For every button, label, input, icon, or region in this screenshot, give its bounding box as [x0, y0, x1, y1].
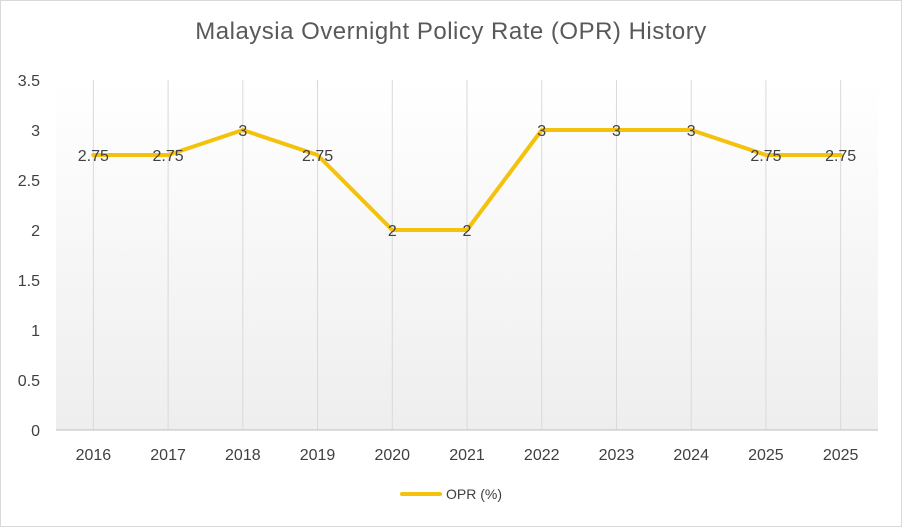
y-tick-label: 0: [31, 423, 40, 440]
x-tick-label: 2023: [599, 447, 635, 464]
x-tick-label: 2022: [524, 447, 560, 464]
x-axis-ticks: 2016 2017 2018 2019 2020 2021 2022 2023 2024 2025…: [76, 447, 859, 464]
y-tick-label: 1: [31, 323, 40, 340]
x-tick-label: 2017: [150, 447, 186, 464]
data-label: 2.75: [153, 148, 184, 165]
data-point: [167, 154, 169, 156]
data-label: 2.75: [825, 148, 856, 165]
y-tick-label: 3: [31, 123, 40, 140]
data-label: 2.75: [78, 148, 109, 165]
y-tick-label: 3.5: [18, 73, 40, 90]
data-label: 2.75: [302, 148, 333, 165]
y-tick-label: 2: [31, 223, 40, 240]
data-point: [690, 129, 692, 131]
data-point: [840, 154, 842, 156]
data-label: 3: [612, 123, 621, 140]
data-label: 3: [687, 123, 696, 140]
x-tick-label: 2025: [823, 447, 859, 464]
data-label: 2: [463, 223, 472, 240]
data-labels: 2.75 2.75 3 2.75 2 2 3 3 3 2.75 2.75: [78, 123, 857, 240]
x-tick-label: 2019: [300, 447, 336, 464]
data-label: 2: [388, 223, 397, 240]
data-point: [242, 129, 244, 131]
data-label: 3: [238, 123, 247, 140]
y-tick-label: 2.5: [18, 173, 40, 190]
chart-title: Malaysia Overnight Policy Rate (OPR) His…: [195, 18, 707, 45]
data-label: 3: [537, 123, 546, 140]
legend: OPR (%): [400, 486, 502, 502]
data-point: [391, 229, 393, 231]
legend-label: OPR (%): [446, 486, 502, 502]
x-tick-label: 2024: [673, 447, 709, 464]
data-point: [541, 129, 543, 131]
series-layer: [91, 128, 843, 232]
data-point: [765, 154, 767, 156]
gridlines: [92, 80, 842, 430]
data-point: [92, 154, 94, 156]
data-label: 2.75: [750, 148, 781, 165]
y-axis-ticks: 0 0.5 1 1.5 2 2.5 3 3.5: [18, 73, 40, 440]
y-tick-label: 1.5: [18, 273, 40, 290]
x-tick-label: 2020: [374, 447, 410, 464]
x-tick-label: 2016: [76, 447, 112, 464]
data-point: [466, 229, 468, 231]
data-point: [317, 154, 319, 156]
y-tick-label: 0.5: [18, 373, 40, 390]
x-tick-label: 2025: [748, 447, 784, 464]
x-tick-label: 2018: [225, 447, 261, 464]
x-tick-label: 2021: [449, 447, 485, 464]
data-point: [615, 129, 617, 131]
